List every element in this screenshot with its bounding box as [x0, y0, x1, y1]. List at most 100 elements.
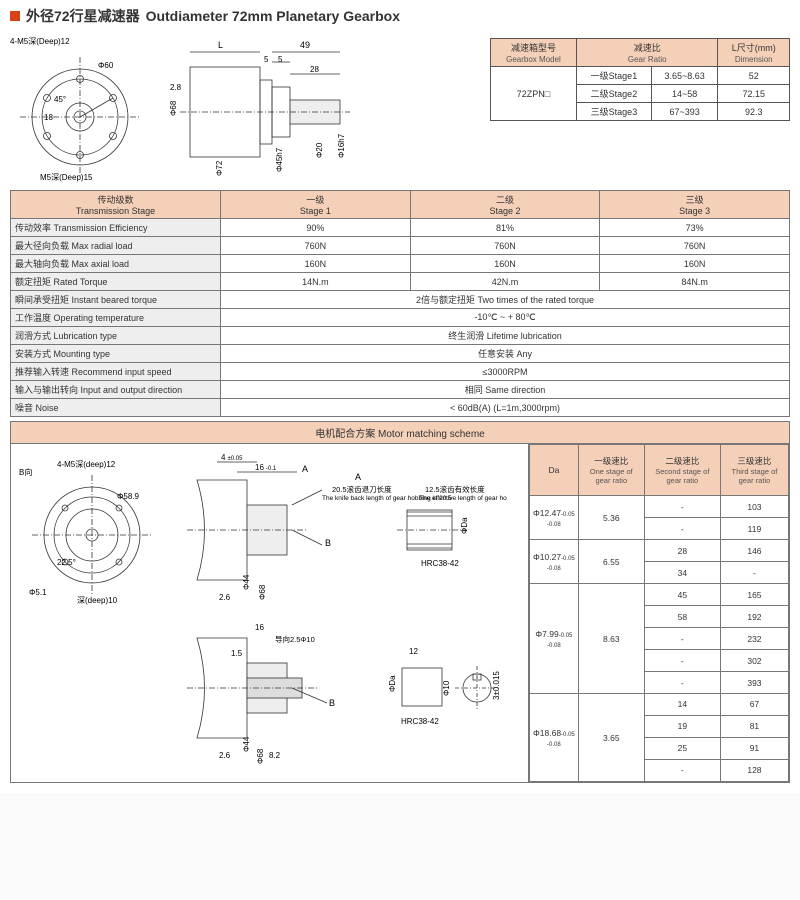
motor-cell: 128	[720, 759, 788, 781]
row-span-value: -10℃ ~ + 80℃	[221, 309, 790, 327]
table-row: 推荐输入转速 Recommend input speed≤3000RPM	[11, 363, 790, 381]
row-label: 瞬间承受扭矩 Instant beared torque	[11, 291, 221, 309]
det-26: 2.6	[219, 593, 231, 602]
label-5a: 5	[264, 55, 269, 64]
main-spec-table: 传动级数Transmission Stage 一级Stage 1 二级Stage…	[10, 190, 790, 417]
det2-12: 12	[409, 647, 418, 656]
motor-cell: 165	[720, 584, 788, 606]
table-row: Φ18.68-0.05-0.083.651467	[530, 694, 789, 716]
motor-cell: 302	[720, 650, 788, 672]
motor-cell: 14	[644, 694, 720, 716]
hrc-label: HRC38-42	[421, 559, 459, 568]
mt2-hdr-1: 一级速比One stage of gear ratio	[578, 445, 644, 496]
det2-d10: Φ10	[442, 680, 451, 696]
gb-r0-dim: 52	[718, 67, 790, 85]
motor-cell: -	[644, 650, 720, 672]
row-value: 73%	[600, 219, 790, 237]
table-row: 润滑方式 Lubrication type终生润滑 Lifetime lubri…	[11, 327, 790, 345]
row-label: 额定扭矩 Rated Torque	[11, 273, 221, 291]
row-label: 输入与输出转向 Input and output direction	[11, 381, 221, 399]
row-value: 90%	[221, 219, 411, 237]
motor-cell: 45	[644, 584, 720, 606]
table-row: 传动效率 Transmission Efficiency90%81%73%	[11, 219, 790, 237]
det-4: 4±0.05	[221, 453, 243, 462]
label-L: L	[218, 40, 223, 50]
motor-cell: -	[720, 562, 788, 584]
label-d60: Φ60	[98, 61, 114, 70]
motor-matching-area: B向 4-M5深(deep)12 Φ58.9 22.5° Φ5.1 深(deep…	[10, 443, 790, 783]
motor-cell: 67	[720, 694, 788, 716]
row-value: 160N	[221, 255, 411, 273]
gb-r1-dim: 72.15	[718, 85, 790, 103]
mt-hdr-0: 传动级数Transmission Stage	[11, 191, 221, 219]
det2-82: 8.2	[269, 751, 281, 760]
det-d68b: Φ68	[258, 584, 267, 600]
gb-r1-stage: 二级Stage2	[576, 85, 651, 103]
label-d20: Φ20	[315, 142, 324, 158]
motor-cell: 81	[720, 715, 788, 737]
row-label: 推荐输入转速 Recommend input speed	[11, 363, 221, 381]
motor-cell: 19	[644, 715, 720, 737]
label-front-hole2: M5深(Deep)15	[40, 173, 93, 182]
detail-section-2: 16 1.5 导向2.5Φ10 B 2.6 8.2 Φ44 Φ68	[177, 618, 507, 768]
knife2en: The effective length of gear hobbing is …	[419, 495, 507, 502]
row-value: 84N.m	[600, 273, 790, 291]
gearbox-table: 减速箱型号Gearbox Model 减速比Gear Ratio L尺寸(mm)…	[490, 38, 790, 121]
row-label: 传动效率 Transmission Efficiency	[11, 219, 221, 237]
row-label: 润滑方式 Lubrication type	[11, 327, 221, 345]
detail-section-1: 4±0.05 16-0.1 A B 2.6 Φ44 Φ68 A 20.5滚齿退刀…	[177, 450, 507, 610]
label-28: 28	[310, 65, 319, 74]
b-view-label: B向	[19, 467, 32, 477]
row-span-value: < 60dB(A) (L=1m,3000rpm)	[221, 399, 790, 417]
label-d45: 45°	[54, 95, 66, 104]
motor-r1: 5.36	[578, 496, 644, 540]
b-22-label: 22.5°	[57, 558, 76, 567]
det-Atop: A	[355, 472, 361, 482]
table-row: 最大径向负载 Max radial load760N760N760N	[11, 237, 790, 255]
motor-r1: 8.63	[578, 584, 644, 694]
motor-cell: 103	[720, 496, 788, 518]
table-row: 额定扭矩 Rated Torque14N.m42N.m84N.m	[11, 273, 790, 291]
table-row: 输入与输出转向 Input and output direction相同 Sam…	[11, 381, 790, 399]
table-row: 工作温度 Operating temperature-10℃ ~ + 80℃	[11, 309, 790, 327]
row-label: 工作温度 Operating temperature	[11, 309, 221, 327]
motor-cell: 91	[720, 737, 788, 759]
row-value: 760N	[410, 237, 600, 255]
row-value: 42N.m	[410, 273, 600, 291]
b-d58-label: Φ58.9	[117, 492, 140, 501]
gb-r2-dim: 92.3	[718, 103, 790, 121]
label-front-holes: 4-M5深(Deep)12	[10, 37, 70, 46]
det2-26: 2.6	[219, 751, 231, 760]
row-label: 安装方式 Mounting type	[11, 345, 221, 363]
b-d51-label: Φ5.1	[29, 588, 47, 597]
det2-dDa: ΦDa	[388, 675, 397, 692]
gb-hdr-ratio: 减速比Gear Ratio	[576, 39, 717, 67]
label-d68: Φ68	[170, 100, 178, 116]
row-span-value: ≤3000RPM	[221, 363, 790, 381]
label-d72: Φ72	[215, 160, 224, 176]
row-label: 最大轴向负载 Max axial load	[11, 255, 221, 273]
row-value: 14N.m	[221, 273, 411, 291]
motor-r1: 6.55	[578, 540, 644, 584]
motor-cell: 192	[720, 606, 788, 628]
motor-cell: 232	[720, 628, 788, 650]
label-d18: 18	[44, 113, 53, 122]
row-value: 81%	[410, 219, 600, 237]
row-label: 噪音 Noise	[11, 399, 221, 417]
gb-r2-stage: 三级Stage3	[576, 103, 651, 121]
row-span-value: 任意安装 Any	[221, 345, 790, 363]
front-view-diagram: 4-M5深(Deep)12 Φ60 45° 18 M5深(Deep)15	[10, 32, 150, 182]
det-B: B	[325, 538, 331, 548]
gb-r0-ratio: 3.65~8.63	[651, 67, 718, 85]
row-value: 760N	[221, 237, 411, 255]
motor-cell: -	[644, 672, 720, 694]
label-49: 49	[300, 40, 310, 50]
table-row: Φ7.99-0.05-0.088.6345165	[530, 584, 789, 606]
table-row: Φ10.27-0.05-0.086.5528146	[530, 540, 789, 562]
det2-d44: Φ44	[242, 736, 251, 752]
mt2-hdr-2: 二级速比Second stage of gear ratio	[644, 445, 720, 496]
motor-da: Φ18.68-0.05-0.08	[530, 694, 579, 782]
label-2-8: 2.8	[170, 83, 182, 92]
motor-cell: -	[644, 518, 720, 540]
table-row: 噪音 Noise< 60dB(A) (L=1m,3000rpm)	[11, 399, 790, 417]
